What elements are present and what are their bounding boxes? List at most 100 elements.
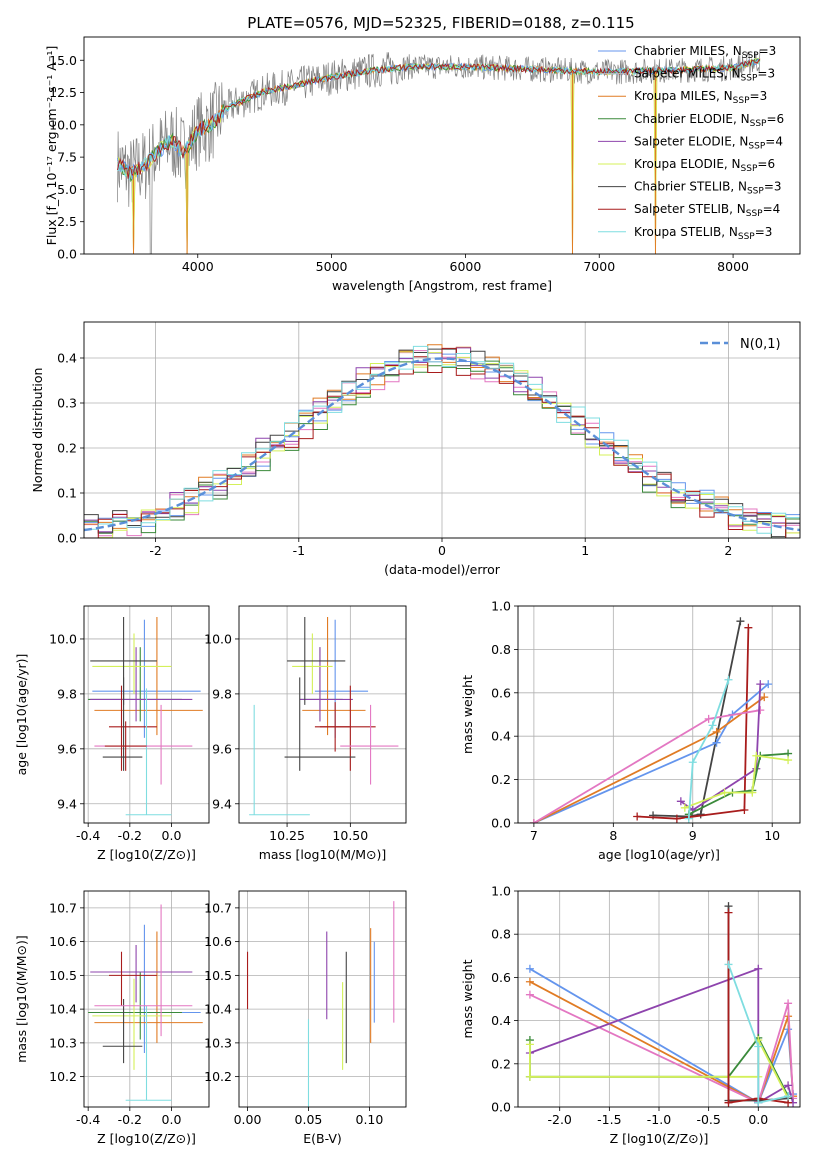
axes-frame [83, 605, 210, 824]
x-axis-label: Z [log10(Z/Z⊙)] [97, 847, 196, 862]
weight-series-marker [720, 788, 729, 797]
spectrum-model-line [117, 58, 761, 181]
y-axis-label: mass weight [460, 675, 475, 754]
legend-label: Chabrier STELIB, NSSP=3 [634, 180, 782, 197]
y-tick-label: 0.0 [57, 247, 77, 262]
y-axis-label: Normed distribution [30, 368, 45, 493]
y-tick-label: 12.5 [49, 85, 77, 100]
axes-frame [83, 36, 801, 255]
y-tick-label: 10.2 [204, 1069, 232, 1084]
plot-area [88, 904, 203, 1101]
y-tick-label: 0.1 [57, 486, 77, 501]
x-tick-label: 0 [438, 543, 446, 558]
y-tick-label: 7.5 [57, 150, 77, 165]
weight-series-marker [724, 908, 733, 917]
axes-frame [83, 890, 210, 1108]
plot-area [525, 902, 798, 1107]
weight-series-marker [754, 964, 763, 973]
plot-area [246, 901, 395, 1107]
axes-frame [517, 605, 801, 824]
y-tick-label: 1.0 [491, 599, 511, 614]
x-axis-label: wavelength [Angstrom, rest frame] [332, 278, 552, 293]
weight-series-marker [688, 758, 697, 767]
y-tick-label: 10.0 [49, 117, 77, 132]
x-tick-label: -1.0 [647, 1112, 671, 1127]
y-tick-label: 10.6 [49, 934, 77, 949]
weight-series-marker [756, 706, 765, 715]
y-tick-label: 10.4 [49, 1002, 77, 1017]
weight-series-line [533, 683, 769, 823]
x-tick-label: 0.10 [356, 1112, 384, 1127]
panel-age_vs_mass: 10.25 10.50 9.4 9.6 9.8 10.0 mass [log10(M/M⊙)… [204, 605, 407, 862]
weight-series-line [687, 679, 730, 819]
y-tick-label: 9.8 [57, 686, 77, 701]
x-axis-label: (data-model)/error [384, 562, 501, 577]
x-tick-label: 10 [764, 828, 780, 843]
y-tick-label: 0.2 [57, 441, 77, 456]
x-axis-label: age [log10(age/yr)] [598, 847, 720, 862]
x-tick-label: 10.25 [269, 828, 305, 843]
weight-series-line [529, 980, 794, 1104]
weight-series-marker [712, 727, 721, 736]
weight-series-marker [764, 680, 773, 689]
plot-area [529, 617, 793, 823]
y-tick-label: 9.8 [212, 686, 232, 701]
x-tick-label: -2.0 [548, 1112, 572, 1127]
y-tick-label: 15.0 [49, 53, 77, 68]
panel-age_vs_Z: -0.4 -0.2 0.0 9.4 9.6 9.8 10.0 Z [log10(Z/Z⊙)] a… [14, 605, 210, 862]
y-tick-label: 10.6 [204, 934, 232, 949]
x-tick-label: 8000 [717, 259, 749, 274]
weight-series-marker [712, 738, 721, 747]
x-tick-label: 6000 [450, 259, 482, 274]
weight-series-line [529, 993, 794, 1104]
y-tick-label: 0.6 [491, 685, 511, 700]
legend-label: Kroupa STELIB, NSSP=3 [634, 225, 772, 242]
spectrum-legend: Chabrier MILES, NSSP=3 Salpeter MILES, NS… [598, 44, 784, 242]
legend-label: Salpeter STELIB, NSSP=4 [634, 202, 780, 219]
x-tick-label: 9 [689, 828, 697, 843]
x-tick-label: 0.05 [295, 1112, 323, 1127]
y-tick-label: 10.7 [49, 900, 77, 915]
weight-series-marker [704, 714, 713, 723]
panel-residuals: -2 -1 0 1 2 0.0 0.1 0.2 0.3 0.4 (data-model)/error… [30, 321, 801, 577]
weight-series-marker [760, 693, 769, 702]
x-tick-label: 7 [530, 828, 538, 843]
y-tick-label: 2.5 [57, 214, 77, 229]
weight-series-marker [736, 617, 745, 626]
weight-series-marker [754, 1098, 763, 1107]
gaussian-curve [84, 357, 800, 532]
weight-series-marker [525, 990, 534, 999]
x-tick-label: 8 [609, 828, 617, 843]
weight-series-marker [784, 999, 793, 1008]
weight-series-marker [744, 623, 753, 632]
y-tick-label: 0.6 [491, 970, 511, 985]
y-tick-label: 10.2 [49, 1069, 77, 1084]
axes-frame [517, 890, 801, 1108]
legend-label: Kroupa ELODIE, NSSP=6 [634, 157, 775, 174]
y-tick-label: 9.4 [57, 796, 77, 811]
y-tick-label: 0.8 [491, 642, 511, 657]
x-tick-label: -0.2 [118, 1112, 142, 1127]
x-tick-label: 4000 [182, 259, 214, 274]
axes-frame [238, 890, 407, 1108]
panel-mass_vs_ebv: 0.00 0.05 0.10 10.2 10.3 10.4 10.5 10.6 10.7 E(B-… [204, 890, 407, 1146]
y-axis-label: mass weight [460, 959, 475, 1038]
weight-series-marker [676, 797, 685, 806]
x-tick-label: 0.0 [162, 1112, 182, 1127]
x-tick-label: 10.50 [332, 828, 368, 843]
x-tick-label: -2 [149, 543, 161, 558]
weight-series-marker [784, 1092, 793, 1101]
histogram-series [84, 347, 800, 538]
y-tick-label: 10.3 [204, 1035, 232, 1050]
y-tick-label: 10.4 [204, 1002, 232, 1017]
plot-area [249, 616, 399, 816]
x-axis-label: E(B-V) [303, 1131, 342, 1146]
weight-series-line [727, 964, 789, 1104]
y-tick-label: 1.0 [491, 884, 511, 899]
y-tick-label: 0.0 [491, 1100, 511, 1115]
weight-series-marker [529, 819, 538, 823]
plot-area [84, 344, 800, 538]
weight-series-marker [633, 812, 642, 821]
y-tick-label: 0.8 [491, 927, 511, 942]
